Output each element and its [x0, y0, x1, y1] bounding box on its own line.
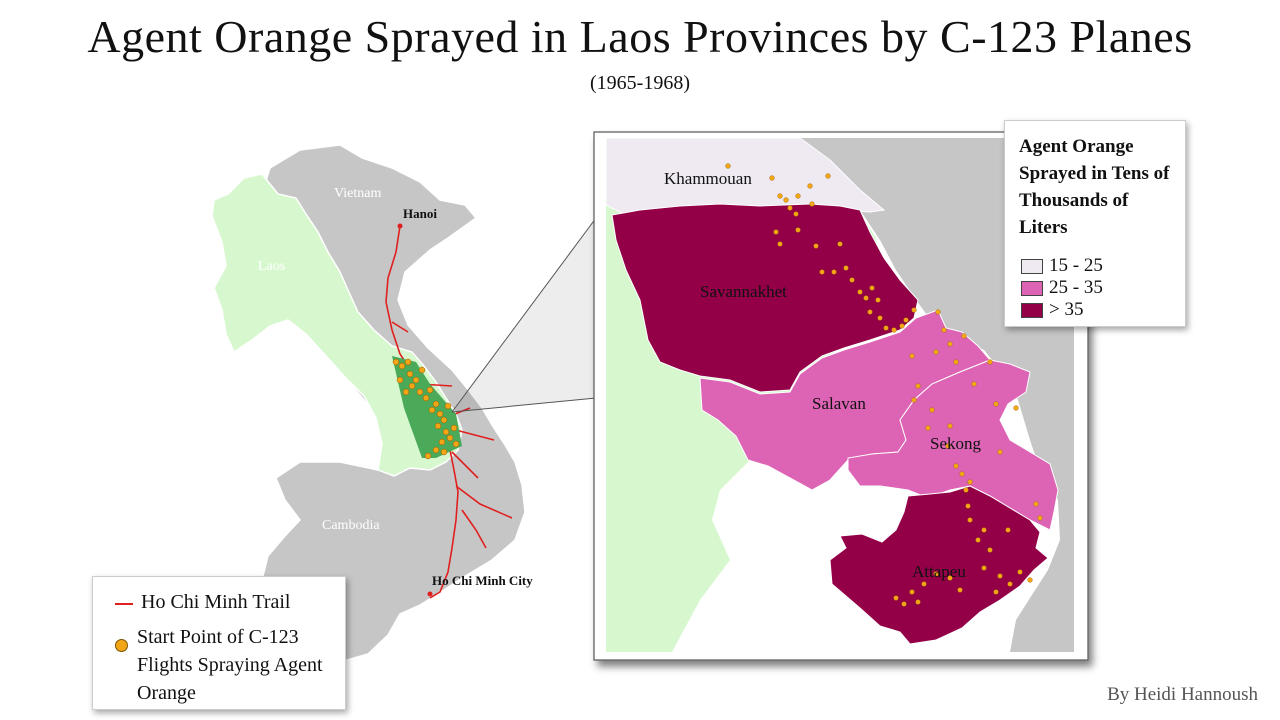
legend-trail-label: Ho Chi Minh Trail — [141, 591, 291, 613]
trail-line-icon — [115, 603, 133, 605]
map-subtitle: (1965-1968) — [590, 72, 690, 94]
legend-class-mid-label: 25 - 35 — [1049, 277, 1103, 298]
province-attapeu — [829, 485, 1049, 645]
label-hcmc: Ho Chi Minh City — [432, 573, 533, 588]
overview-map: Vietnam Laos Cambodia Hanoi Ho Chi Minh … — [211, 144, 533, 663]
inset-callout — [451, 217, 597, 413]
province-savannakhet — [611, 203, 919, 393]
label-hanoi: Hanoi — [403, 206, 437, 221]
author-credit: By Heidi Hannoush — [1107, 684, 1258, 705]
legend-dot-label: Start Point of C-123 Flights Spraying Ag… — [137, 626, 323, 704]
label-sekong: Sekong — [930, 434, 982, 453]
legend-overview: Ho Chi Minh Trail Start Point of C-123 F… — [92, 576, 346, 710]
legend-class-high-label: > 35 — [1049, 299, 1084, 320]
label-savannakhet: Savannakhet — [700, 282, 787, 301]
label-salavan: Salavan — [812, 394, 866, 413]
legend-provinces: Agent Orange Sprayed in Tens of Thousand… — [1004, 120, 1186, 327]
legend-class-mid: 25 - 35 — [1021, 277, 1103, 299]
inset-map: Khammouan Savannakhet Salavan Sekong Att… — [593, 131, 1089, 661]
inset-spray-points — [725, 163, 1043, 607]
legend-class-low-label: 15 - 25 — [1049, 255, 1103, 276]
label-vietnam: Vietnam — [334, 186, 381, 201]
hcmc-marker — [427, 591, 433, 597]
label-cambodia: Cambodia — [322, 518, 380, 533]
overview-spray-points — [392, 358, 460, 460]
laos-region — [211, 173, 463, 477]
legend-class-low: 15 - 25 — [1021, 255, 1103, 277]
hanoi-marker — [397, 223, 403, 229]
spray-point-icon — [115, 639, 128, 652]
map-title: Agent Orange Sprayed in Laos Provinces b… — [87, 11, 1193, 62]
swatch-low — [1021, 259, 1043, 275]
label-khammouan: Khammouan — [664, 169, 752, 188]
legend-class-high: > 35 — [1021, 299, 1083, 321]
swatch-high — [1021, 303, 1043, 319]
swatch-mid — [1021, 281, 1043, 297]
province-sekong — [847, 359, 1059, 531]
label-attapeu: Attapeu — [912, 562, 966, 581]
legend-provinces-title: Agent Orange Sprayed in Tens of Thousand… — [1019, 136, 1170, 238]
label-laos: Laos — [258, 259, 285, 274]
